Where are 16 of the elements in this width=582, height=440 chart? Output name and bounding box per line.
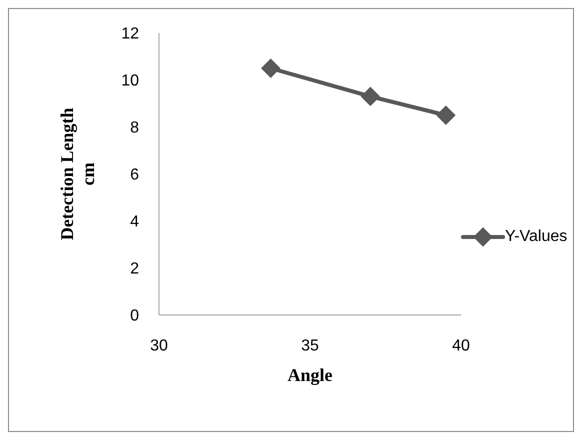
y-tick-label: 0 xyxy=(130,308,140,325)
x-tick-label: 35 xyxy=(301,337,319,354)
legend-label: Y-Values xyxy=(505,228,568,246)
y-tick-label: 4 xyxy=(130,214,140,231)
y-tick-label: 12 xyxy=(121,26,140,43)
point xyxy=(261,58,280,78)
x-tick-label: 30 xyxy=(150,337,168,354)
y-tick-label: 10 xyxy=(121,72,140,90)
y-tick-label: 2 xyxy=(130,260,140,278)
point xyxy=(360,86,380,106)
x-tick-label: 40 xyxy=(452,337,470,354)
x-axis-title: Angle xyxy=(288,365,333,385)
y-axis-title: Detection Length cm xyxy=(57,108,98,240)
y-tick-label: 8 xyxy=(130,120,140,137)
y-tick-label: 6 xyxy=(130,166,140,184)
point xyxy=(436,106,456,125)
